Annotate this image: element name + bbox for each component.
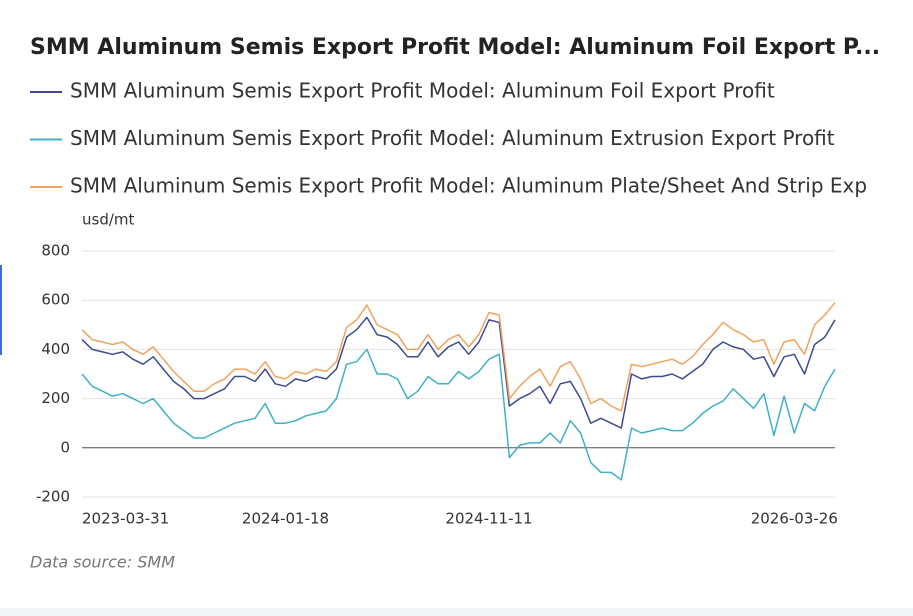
series-line: [81, 316, 836, 429]
legend-label: SMM Aluminum Semis Export Profit Model: …: [70, 126, 835, 150]
x-tick-label: 2024-01-18: [242, 510, 329, 528]
y-tick-label: -200: [36, 488, 70, 506]
legend-label: SMM Aluminum Semis Export Profit Model: …: [70, 79, 775, 103]
y-tick-label: 400: [41, 340, 70, 358]
x-tick-label: 2023-03-31: [82, 510, 169, 528]
y-axis-unit: usd/mt: [82, 211, 135, 229]
series-line: [81, 348, 836, 481]
y-tick-label: 600: [41, 291, 70, 309]
source-note: Data source: SMM: [30, 553, 175, 572]
edge-marker: [0, 265, 2, 355]
x-tick-label: 2026-03-26: [751, 510, 838, 528]
series-line: [81, 302, 836, 412]
x-tick-label: 2024-11-11: [445, 510, 532, 528]
legend-label: SMM Aluminum Semis Export Profit Model: …: [70, 174, 867, 198]
chart-title: SMM Aluminum Semis Export Profit Model: …: [30, 35, 880, 60]
y-tick-label: 800: [41, 242, 70, 260]
y-tick-label: 200: [41, 389, 70, 407]
y-tick-label: 0: [60, 438, 70, 456]
